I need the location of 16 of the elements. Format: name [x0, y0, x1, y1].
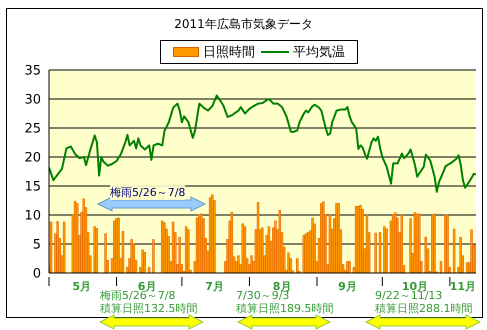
x-tick-label: 11月 — [450, 280, 476, 293]
x-tick-label: 5月 — [72, 280, 92, 293]
y-tick-label: 5 — [32, 238, 41, 253]
y-tick-label: 25 — [24, 122, 41, 137]
y-tick-label: 10 — [24, 208, 41, 224]
y-tick-label: 15 — [24, 180, 41, 195]
y-tick-label: 30 — [24, 92, 41, 108]
legend-label: 平均気温 — [293, 44, 345, 61]
y-tick-label: 35 — [24, 64, 41, 79]
y-tick-label: 20 — [24, 150, 41, 166]
legend-label: 日照時間 — [203, 44, 255, 61]
x-tick-label: 9月 — [338, 280, 357, 293]
x-tick-label: 7月 — [205, 280, 224, 293]
y-tick-label: 0 — [32, 266, 41, 282]
annotation: 梅雨5/26～7/8 — [110, 185, 186, 200]
chart-title: 2011年広島市気象データ — [173, 16, 314, 33]
